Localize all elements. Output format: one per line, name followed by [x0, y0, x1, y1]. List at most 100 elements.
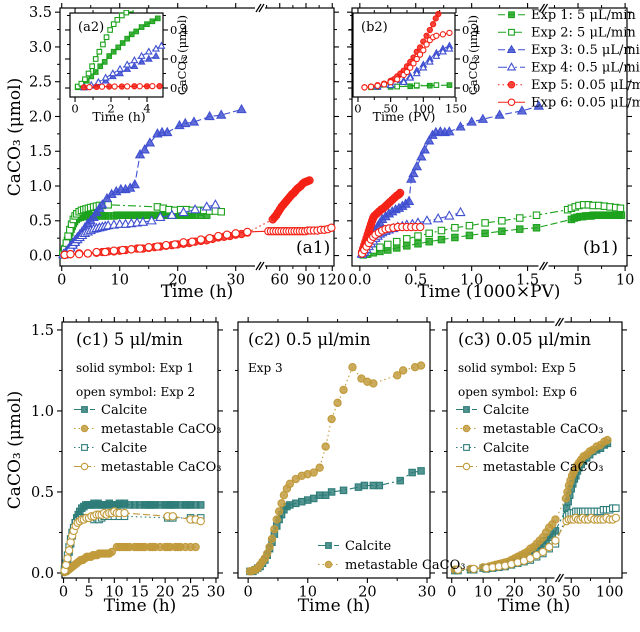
x-tick-label: 50 [562, 585, 580, 601]
x-tick-label: 5 [573, 273, 582, 289]
x-tick-label: 120 [318, 273, 346, 289]
x-tick-label: 0 [354, 102, 361, 116]
panel-a1: 0 10 20 30 60 90 1200.00.51.01.52.02.53.03.5(a… [29, 3, 346, 289]
top-legend-item-2: Exp 3: 0.5 μL/min [498, 43, 640, 58]
x-tick-label: 30 [226, 273, 244, 289]
legend-label: Exp 5: 0.05 μL/min [531, 78, 640, 93]
top-legend-item-5: Exp 6: 0.05 μL/min [498, 96, 640, 111]
legend-label: Exp 6: 0.05 μL/min [531, 96, 640, 111]
axis-labels: Time (h) [104, 596, 177, 616]
axis-labels: Time (h) [92, 109, 145, 124]
y-tick-label: 0.5 [29, 214, 52, 230]
y-tick-label: 0.2 [462, 52, 480, 66]
x-tick-label: 30 [537, 585, 555, 601]
panel-b2: 0 50 100 150 0.0 0.2 0.4 (b2) [348, 8, 480, 116]
x-tick-label: 0 [244, 585, 253, 601]
legend-label: Exp 4: 0.5 μL/min [531, 61, 640, 76]
series-area-c2 [245, 361, 426, 576]
panel-c3: 0 10 20 30 50 100 (c3) 0.05 μl/min solid symbol… [442, 317, 627, 601]
axes-box-a2 [69, 12, 164, 98]
x-tick-label: 10 [111, 273, 129, 289]
panel-text-c2: Exp 3 [248, 361, 283, 375]
legend-label: metastable CaCO₃ [101, 460, 221, 475]
c1-legend-item-2: Calcite [74, 441, 148, 456]
axis-labels: CaCO₃ (μmol) [466, 15, 480, 95]
legend-label: metastable CaCO₃ [101, 422, 221, 437]
y-tick-label: 1.0 [31, 404, 54, 420]
axis-labels: Time (h) [498, 596, 571, 616]
series-c3-met_open [453, 513, 621, 574]
x-tick-label: 0 [447, 585, 456, 601]
axes-box-c3 [446, 321, 623, 579]
y-tick-label: 0.0 [31, 566, 54, 582]
c3-legend-item-3: metastable CaCO₃ [456, 460, 603, 475]
axes-box-b1 [351, 7, 628, 267]
y-tick-label: 0.5 [31, 485, 54, 501]
series-area-a1 [58, 103, 336, 260]
ticks-c2: 0 10 20 30 [233, 317, 436, 601]
panel-text-c2: (c2) 0.5 μl/min [248, 330, 371, 349]
x-tick-label: 1.5 [516, 273, 539, 289]
x-tick-label: 0.0 [348, 273, 371, 289]
ticks-b1: 0.0 0.5 1.0 1.5 5 10 [347, 3, 634, 289]
panel-text-c1: solid symbol: Exp 1 [76, 361, 194, 375]
panel-text-c1: (c1) 5 μl/min [76, 330, 183, 349]
panel-a2: 0 2 4 0.0 0.2 0.4 (a2) [65, 8, 188, 116]
x-tick-label: 10 [616, 273, 634, 289]
y-tick-label: 3.0 [29, 40, 52, 56]
axis-labels: Time (PV) [373, 109, 436, 124]
y-tick-label: 1.5 [29, 144, 52, 160]
series-a2-exp2 [74, 10, 134, 90]
x-tick-label: 5 [84, 585, 93, 601]
x-tick-label: 10 [299, 585, 317, 601]
axis-labels: CaCO₃ (μmol) [175, 15, 189, 95]
panel-text-c3: solid symbol: Exp 5 [458, 361, 576, 375]
c3-legend-item-1: metastable CaCO₃ [456, 422, 603, 437]
panel-text-c3: (c3) 0.05 μl/min [458, 330, 591, 349]
y-tick-label: 2.5 [29, 75, 52, 91]
top-legend-item-1: Exp 2: 5 μL/min [498, 26, 636, 41]
legend-label: metastable CaCO₃ [483, 422, 603, 437]
legend-label: Calcite [101, 441, 148, 456]
series-c1-met_solid [60, 542, 200, 577]
axis-label: Time (h) [92, 109, 145, 124]
y-tick-label: 1.0 [29, 179, 52, 195]
axes-box-a1 [59, 7, 335, 267]
top-legend: Exp 1: 5 μL/min Exp 2: 5 μL/min Exp 3: 0.5… [498, 8, 640, 111]
series-a1-exp6 [60, 223, 336, 260]
x-tick-label: 0 [57, 273, 66, 289]
axis-label: CaCO₃ (μmol) [175, 15, 189, 95]
axis-label: CaCO₃ (μmol) [5, 391, 25, 509]
series-area-c3 [450, 435, 621, 575]
series-b1-exp6 [357, 222, 425, 258]
top-legend-item-4: Exp 5: 0.05 μL/min [498, 78, 640, 93]
x-tick-label: 60 [271, 273, 289, 289]
axis-label: Time (h) [104, 596, 177, 616]
c1-legend-item-3: metastable CaCO₃ [74, 460, 221, 475]
axis-label: Time (1000×PV) [418, 282, 561, 302]
c2-legend-item-0: Calcite [318, 539, 392, 554]
y-tick-label: 1.5 [31, 323, 54, 339]
panel-text-c1: open symbol: Exp 2 [76, 385, 195, 399]
y-tick-label: 0.0 [170, 81, 188, 95]
panel-c1: 0 5 10 15 20 25 30 0.0 0.5 1.0 1.5 (c1) 5 μl/min sol… [31, 317, 225, 601]
x-tick-label: 0 [71, 102, 78, 116]
ticks-c1: 0 5 10 15 20 25 30 0.0 0.5 1.0 1.5 [31, 317, 225, 601]
axis-labels: Time (h) [298, 596, 371, 616]
y-tick-label: 0.2 [170, 52, 188, 66]
top-legend-item-0: Exp 1: 5 μL/min [498, 8, 636, 23]
panel-text-a1: (a1) [296, 238, 330, 258]
panel-c2: 0 10 20 30 (c2) 0.5 μl/min Exp 3 [233, 317, 436, 601]
c2-legend: Calcite metastable CaCO₃ [318, 539, 465, 573]
axis-label: Time (h) [298, 596, 371, 616]
panel-text-b2: (b2) [361, 20, 388, 35]
y-tick-label: 0.4 [170, 23, 188, 37]
series-area-b1 [356, 100, 626, 259]
axes-box-b2 [352, 12, 456, 98]
x-tick-label: 10 [105, 585, 123, 601]
series-area-c1 [60, 499, 205, 577]
c3-legend: Calcite metastable CaCO₃ Calcite metastable… [456, 403, 603, 475]
series-area-b2 [361, 10, 454, 91]
